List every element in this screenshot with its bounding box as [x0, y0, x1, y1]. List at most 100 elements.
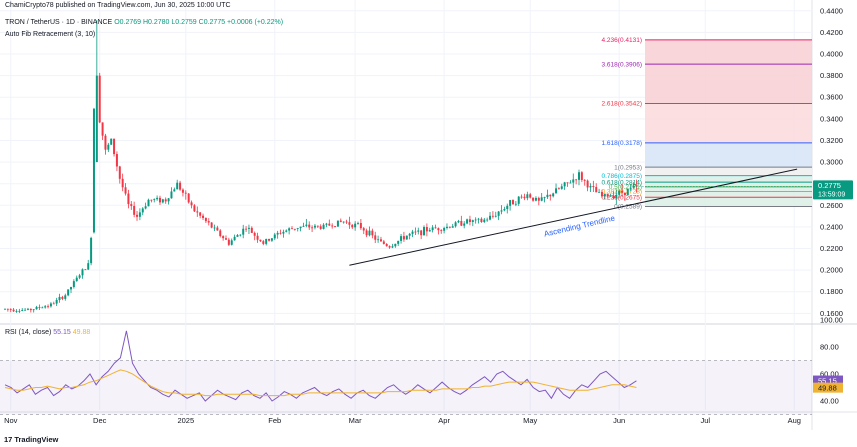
candle-body[interactable]: [47, 306, 50, 308]
candle-body[interactable]: [509, 200, 512, 206]
candle-body[interactable]: [445, 226, 448, 228]
candle-body[interactable]: [552, 193, 555, 197]
ascending-trendline[interactable]: [349, 168, 798, 266]
candle-body[interactable]: [322, 224, 325, 229]
candle-body[interactable]: [81, 269, 84, 276]
candle-body[interactable]: [219, 230, 222, 237]
candle-body[interactable]: [207, 221, 210, 223]
candle-body[interactable]: [365, 230, 368, 236]
candle-body[interactable]: [32, 309, 35, 311]
candle-body[interactable]: [483, 219, 486, 223]
candle-body[interactable]: [557, 188, 560, 190]
candle-body[interactable]: [282, 231, 285, 234]
candle-body[interactable]: [391, 246, 394, 248]
candle-body[interactable]: [555, 188, 558, 194]
candle-body[interactable]: [18, 310, 21, 312]
candle-body[interactable]: [586, 180, 589, 188]
candle-body[interactable]: [635, 185, 638, 187]
candle-body[interactable]: [55, 299, 58, 304]
candle-body[interactable]: [9, 309, 12, 310]
candle-body[interactable]: [299, 226, 302, 229]
candle-body[interactable]: [357, 222, 360, 224]
candle-body[interactable]: [204, 217, 207, 222]
candle-body[interactable]: [230, 240, 233, 245]
candle-body[interactable]: [609, 195, 612, 197]
candle-body[interactable]: [334, 226, 337, 227]
candle-body[interactable]: [448, 226, 451, 228]
candle-body[interactable]: [236, 235, 239, 237]
candle-body[interactable]: [311, 227, 314, 229]
candle-body[interactable]: [385, 243, 388, 247]
candle-body[interactable]: [417, 230, 420, 232]
candle-body[interactable]: [377, 239, 380, 241]
candle-body[interactable]: [138, 212, 141, 217]
candle-body[interactable]: [546, 194, 549, 198]
candle-body[interactable]: [296, 228, 299, 229]
indicator-legend[interactable]: Auto Fib Retracement (3, 10): [5, 31, 96, 38]
candle-body[interactable]: [543, 197, 546, 198]
candle-body[interactable]: [491, 215, 494, 217]
candle-body[interactable]: [21, 309, 24, 311]
candle-body[interactable]: [227, 239, 230, 245]
candle-body[interactable]: [35, 306, 38, 310]
candle-body[interactable]: [537, 197, 540, 201]
candle-body[interactable]: [388, 246, 391, 248]
candle-body[interactable]: [293, 228, 296, 230]
candle-body[interactable]: [540, 197, 543, 201]
candle-body[interactable]: [90, 237, 93, 264]
rsi-legend[interactable]: RSI (14, close) 55.15 49.88: [5, 329, 90, 336]
candle-body[interactable]: [110, 138, 113, 145]
candle-body[interactable]: [511, 200, 514, 205]
symbol-name[interactable]: TRON / TetherUS · 1D · BINANCE: [5, 19, 113, 26]
candle-body[interactable]: [325, 223, 328, 225]
candle-body[interactable]: [210, 222, 213, 228]
candle-body[interactable]: [339, 220, 342, 222]
candle-body[interactable]: [434, 227, 437, 229]
candle-body[interactable]: [575, 179, 578, 181]
candle-body[interactable]: [626, 188, 629, 196]
candle-body[interactable]: [250, 227, 253, 233]
candle-body[interactable]: [440, 230, 443, 232]
candle-body[interactable]: [623, 192, 626, 196]
candle-body[interactable]: [288, 228, 291, 231]
candle-body[interactable]: [534, 197, 537, 201]
candle-body[interactable]: [362, 228, 365, 231]
candle-body[interactable]: [374, 235, 377, 240]
candle-body[interactable]: [26, 308, 29, 310]
candle-body[interactable]: [345, 221, 348, 223]
candle-body[interactable]: [61, 296, 64, 299]
candle-body[interactable]: [121, 178, 124, 188]
candle-body[interactable]: [179, 182, 182, 190]
candle-body[interactable]: [193, 205, 196, 212]
candle-body[interactable]: [589, 186, 592, 188]
candle-body[interactable]: [336, 220, 339, 227]
candle-body[interactable]: [474, 219, 477, 221]
candle-body[interactable]: [457, 220, 460, 223]
candle-body[interactable]: [104, 135, 107, 150]
candle-body[interactable]: [239, 234, 242, 236]
candle-body[interactable]: [489, 215, 492, 220]
candle-body[interactable]: [265, 238, 268, 244]
candle-body[interactable]: [247, 227, 250, 229]
candle-body[interactable]: [351, 224, 354, 228]
candle-body[interactable]: [115, 154, 118, 167]
candle-body[interactable]: [158, 197, 161, 203]
candle-body[interactable]: [268, 238, 271, 241]
candle-body[interactable]: [124, 187, 127, 194]
candle-body[interactable]: [256, 235, 259, 240]
candle-body[interactable]: [161, 199, 164, 203]
candle-body[interactable]: [150, 199, 153, 201]
candle-body[interactable]: [176, 182, 179, 190]
candle-body[interactable]: [313, 225, 316, 228]
candle-body[interactable]: [187, 193, 190, 203]
candle-body[interactable]: [414, 231, 417, 233]
candle-body[interactable]: [471, 220, 474, 222]
candle-body[interactable]: [196, 211, 199, 213]
candle-body[interactable]: [431, 227, 434, 231]
candle-body[interactable]: [517, 196, 520, 204]
candle-body[interactable]: [468, 219, 471, 222]
candle-body[interactable]: [67, 289, 70, 296]
candle-body[interactable]: [38, 306, 41, 308]
candle-body[interactable]: [477, 218, 480, 220]
candle-body[interactable]: [598, 191, 601, 193]
